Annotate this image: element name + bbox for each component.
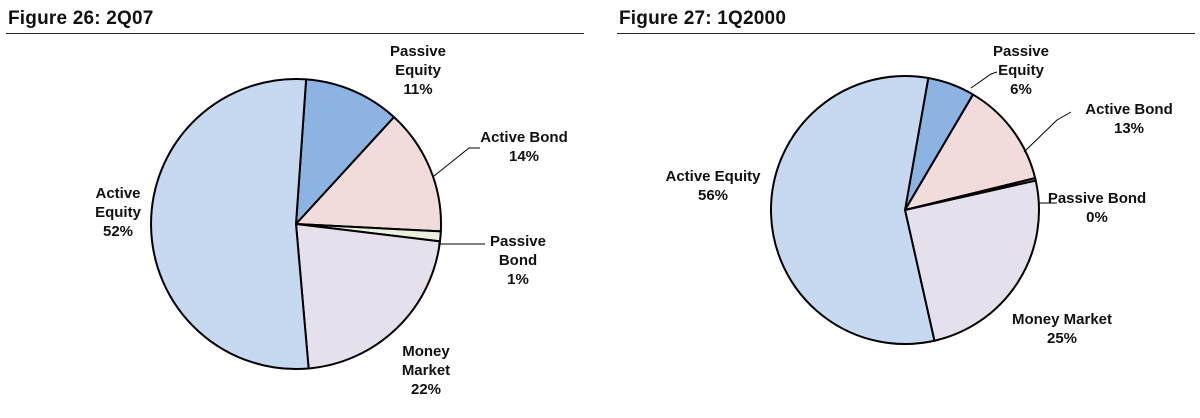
slice-label-active-equity: Active Equity 56% [665,168,761,204]
slice-label-passive-bond: Passive Bond 0% [1048,190,1146,226]
pie-chart-2q07: Active Equity 52% Passive Equity 11% Active Bo… [95,43,568,398]
leader-line-passive-equity [970,71,998,89]
pie-chart-1q2000: Active Equity 56% Passive Equity 6% Active Bo… [665,43,1173,347]
pie-slice-active-bond [904,93,1037,211]
pie-slice-money-market [295,223,441,370]
title-rule [617,33,1195,34]
chart-title: Figure 26: 2Q07 [8,8,154,29]
slice-label-active-bond: Active Bond 13% [1085,101,1173,137]
chart-title: Figure 27: 1Q2000 [619,8,787,29]
leader-line-active-bond [1023,111,1072,153]
title-rule [6,33,584,34]
figure-27-panel: Figure 27: 1Q2000 Active Equity 56% Passiv… [617,0,1195,418]
leader-line-active-bond [433,147,480,177]
pie-slice-active-equity [150,77,310,370]
slice-label-money-market: Money Market 25% [1012,311,1112,347]
pie-slice-active-equity [770,75,936,345]
pie-slice-active-bond [295,116,442,233]
slice-label-money-market: Money Market 22% [402,343,451,398]
slice-label-passive-equity: Passive Equity 6% [993,43,1049,98]
slice-label-passive-bond: Passive Bond 1% [490,233,546,288]
pie-slice-passive-equity [295,78,395,225]
slice-label-passive-equity: Passive Equity 11% [390,43,446,98]
slice-label-active-bond: Active Bond 14% [480,129,568,165]
slice-label-active-equity: Active Equity 52% [95,185,141,240]
figure-26-panel: Figure 26: 2Q07 Active Equity 52% Passive Eq… [6,0,584,418]
